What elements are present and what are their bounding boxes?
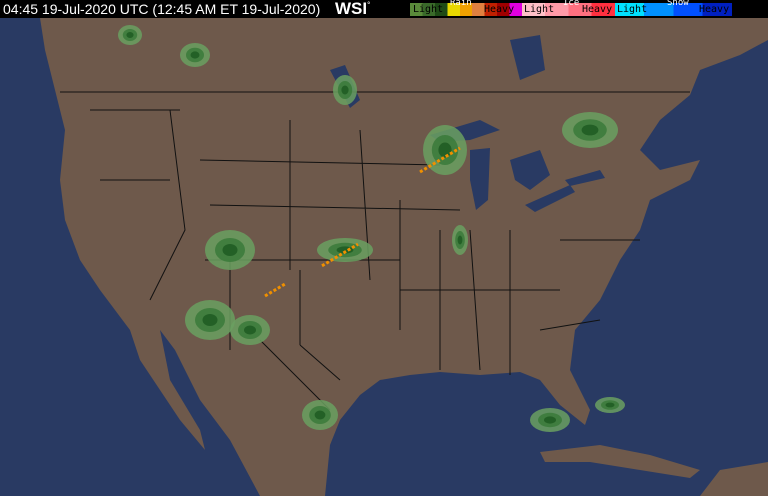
lake-huron	[510, 150, 550, 190]
wsi-logo: WSI°	[335, 0, 371, 18]
lake-ontario	[565, 170, 605, 186]
heavy-rain-line	[419, 146, 461, 174]
ice-title: Ice	[563, 0, 580, 8]
radar-echo	[581, 124, 599, 136]
james-bay	[510, 35, 545, 80]
heavy-rain-line	[264, 282, 286, 298]
radar-echo	[126, 32, 134, 38]
radar-echo	[341, 85, 349, 95]
radar-echo	[438, 142, 452, 158]
state-borders	[60, 91, 690, 411]
snow-light-label: Light	[617, 4, 648, 15]
snow-title: Snow	[667, 0, 689, 8]
rain-title: Rain	[450, 0, 472, 8]
lake-erie	[525, 185, 575, 212]
ice-heavy-label: Heavy	[582, 4, 613, 15]
timestamp: 04:45 19-Jul-2020 UTC (12:45 AM ET 19-Ju…	[3, 1, 321, 17]
radar-echo	[544, 416, 556, 424]
rain-legend	[410, 3, 522, 16]
radar-echo	[222, 244, 238, 256]
snow-legend	[615, 3, 732, 16]
rain-heavy-label: Heavy	[484, 4, 515, 15]
ice-light-label: Light	[524, 4, 555, 15]
radar-echo	[605, 402, 615, 408]
header-bar: 04:45 19-Jul-2020 UTC (12:45 AM ET 19-Ju…	[0, 0, 768, 18]
radar-echo	[244, 325, 256, 335]
heavy-rain-line	[321, 242, 359, 268]
radar-echo	[314, 410, 326, 420]
ice-legend	[522, 3, 615, 16]
lake-michigan	[470, 148, 490, 210]
yucatan	[700, 462, 768, 496]
snow-heavy-label: Heavy	[699, 4, 730, 15]
cuba	[540, 445, 700, 478]
radar-echo	[202, 314, 218, 326]
radar-echo	[457, 235, 463, 245]
rain-light-label: Light	[413, 4, 444, 15]
radar-echo	[190, 51, 200, 59]
radar-map[interactable]	[0, 18, 768, 496]
radar-echoes	[118, 25, 625, 432]
